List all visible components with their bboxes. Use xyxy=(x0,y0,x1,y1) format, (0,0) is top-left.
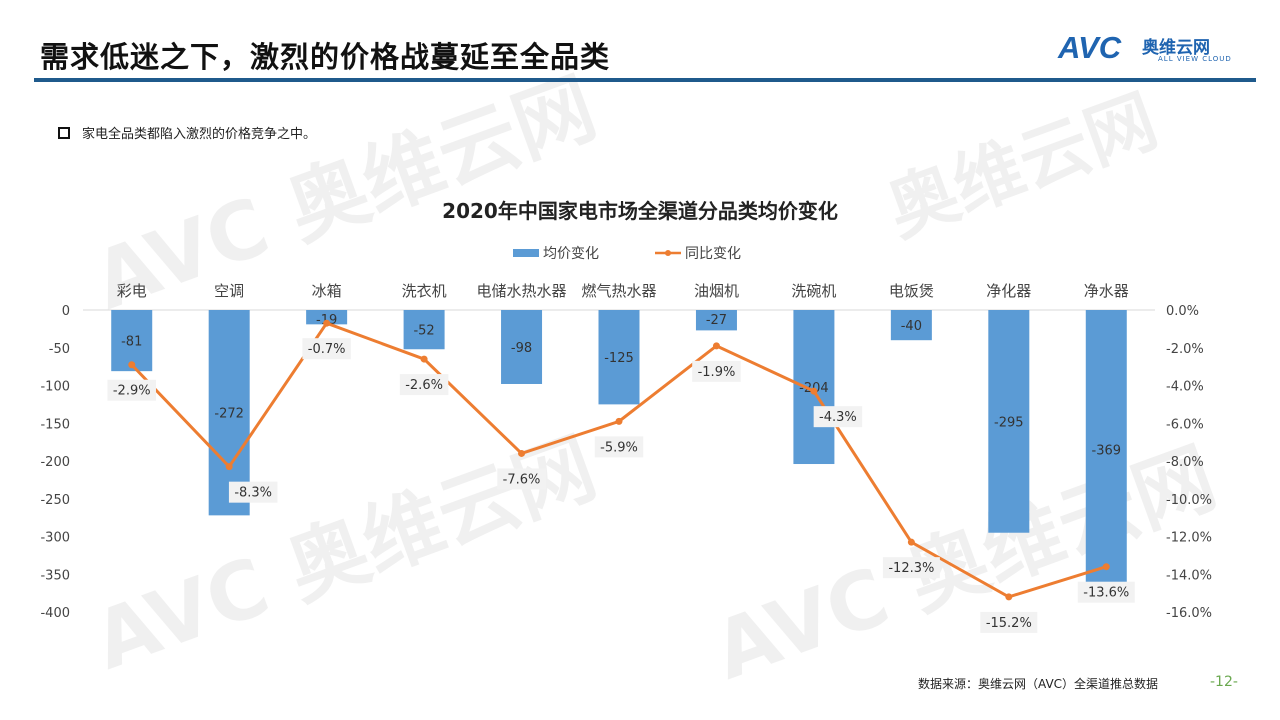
line-label-bg xyxy=(1077,581,1135,603)
line-value-label: -15.2% xyxy=(986,616,1032,631)
left-tick-label: 0 xyxy=(62,304,70,319)
bar xyxy=(695,310,737,331)
bar xyxy=(988,310,1030,533)
bar xyxy=(306,310,348,325)
category-label: 电储水热水器 xyxy=(477,282,567,300)
logo-cn: 奥维云网 xyxy=(1142,38,1210,58)
bar xyxy=(501,310,543,384)
category-label: 空调 xyxy=(214,282,244,300)
bar xyxy=(208,310,250,516)
left-tick-label: -200 xyxy=(40,455,70,470)
right-tick-label: -2.0% xyxy=(1166,342,1204,357)
bar xyxy=(793,310,835,465)
bar xyxy=(598,310,640,405)
line-point xyxy=(518,449,526,457)
line-label-bg xyxy=(980,611,1038,633)
category-label: 净水器 xyxy=(1084,282,1129,300)
line-point xyxy=(712,342,720,350)
avc-logo: AVC 奥维云网 ALL VIEW CLOUD xyxy=(1058,30,1258,66)
right-tick-label: -8.0% xyxy=(1166,455,1204,470)
line-value-label: -1.9% xyxy=(698,365,736,380)
right-tick-label: -10.0% xyxy=(1166,493,1212,508)
bullet-point: 家电全品类都陷入激烈的价格竞争之中。 xyxy=(58,123,316,142)
line-label-bg xyxy=(813,406,863,428)
right-tick-label: -12.0% xyxy=(1166,531,1212,546)
bar-value-label: -125 xyxy=(604,351,634,366)
right-tick-label: -14.0% xyxy=(1166,568,1212,583)
line-value-label: -4.3% xyxy=(819,410,857,425)
legend-line-label: 同比变化 xyxy=(685,246,741,262)
bar xyxy=(890,310,932,341)
category-label: 彩电 xyxy=(117,282,147,300)
line-point xyxy=(1005,593,1013,601)
line-label-bg xyxy=(594,436,644,458)
bar xyxy=(1085,310,1127,589)
line-point xyxy=(615,417,623,425)
line-label-bg xyxy=(399,374,449,396)
bar-value-label: -369 xyxy=(1092,443,1122,458)
bar-value-label: -27 xyxy=(706,313,727,328)
header-divider xyxy=(34,78,1256,82)
line-label-bg xyxy=(302,338,351,360)
category-label: 油烟机 xyxy=(694,282,739,300)
bar xyxy=(111,310,153,372)
logo-en: ALL VIEW CLOUD xyxy=(1158,55,1232,63)
right-tick-label: 0.0% xyxy=(1166,304,1199,319)
line-point xyxy=(225,463,233,471)
page-title: 需求低迷之下，激烈的价格战蔓延至全品类 xyxy=(40,40,611,74)
category-label: 燃气热水器 xyxy=(581,282,656,300)
left-tick-label: -50 xyxy=(49,342,70,357)
bar-value-label: -295 xyxy=(994,415,1024,430)
line-label-bg xyxy=(882,557,940,579)
line-value-label: -13.6% xyxy=(1083,586,1129,601)
bullet-square-icon xyxy=(58,126,70,139)
left-tick-label: -350 xyxy=(40,568,70,583)
line-value-label: -2.9% xyxy=(113,384,151,399)
category-label: 净化器 xyxy=(986,282,1031,300)
line-label-bg xyxy=(497,468,546,490)
legend-line-marker xyxy=(665,250,671,256)
bar-value-label: -52 xyxy=(413,324,434,339)
bar xyxy=(403,310,445,350)
chart-title: 2020年中国家电市场全渠道分品类均价变化 xyxy=(442,199,838,223)
bar-value-label: -81 xyxy=(121,335,142,350)
left-tick-label: -100 xyxy=(40,380,70,395)
bar-value-label: -272 xyxy=(214,407,244,422)
line-value-label: -5.9% xyxy=(600,440,638,455)
line-point xyxy=(323,319,331,327)
right-tick-label: -4.0% xyxy=(1166,380,1204,395)
category-label: 洗碗机 xyxy=(791,282,836,300)
bar-value-label: -98 xyxy=(511,341,532,356)
line-point xyxy=(1102,563,1110,571)
bullet-text: 家电全品类都陷入激烈的价格竞争之中。 xyxy=(82,127,317,142)
line-value-label: -0.7% xyxy=(308,342,346,357)
logo-text: AVC xyxy=(1058,30,1122,65)
line-point xyxy=(128,361,136,369)
category-label: 冰箱 xyxy=(312,282,342,300)
line-label-bg xyxy=(228,481,278,503)
line-label-bg xyxy=(692,360,741,382)
data-source: 数据来源：奥维云网（AVC）全渠道推总数据 xyxy=(918,677,1159,691)
bar-value-label: -40 xyxy=(901,319,922,334)
line-point xyxy=(810,387,818,395)
page-number: -12- xyxy=(1210,674,1238,690)
category-label: 电饭煲 xyxy=(889,282,934,300)
right-tick-label: -6.0% xyxy=(1166,417,1204,432)
line-label-bg xyxy=(107,379,156,401)
legend-bar-label: 均价变化 xyxy=(543,246,599,262)
right-tick-label: -16.0% xyxy=(1166,606,1212,621)
line-value-label: -12.3% xyxy=(888,561,934,576)
line-value-label: -7.6% xyxy=(503,472,541,487)
line-value-label: -8.3% xyxy=(234,486,272,501)
legend-bar-swatch xyxy=(513,249,539,257)
line-point xyxy=(420,355,428,363)
category-label: 洗衣机 xyxy=(402,282,447,300)
line-point xyxy=(907,538,915,546)
line-value-label: -2.6% xyxy=(405,378,443,393)
left-tick-label: -250 xyxy=(40,493,70,508)
left-tick-label: -400 xyxy=(40,606,70,621)
left-tick-label: -300 xyxy=(40,531,70,546)
left-tick-label: -150 xyxy=(40,417,70,432)
